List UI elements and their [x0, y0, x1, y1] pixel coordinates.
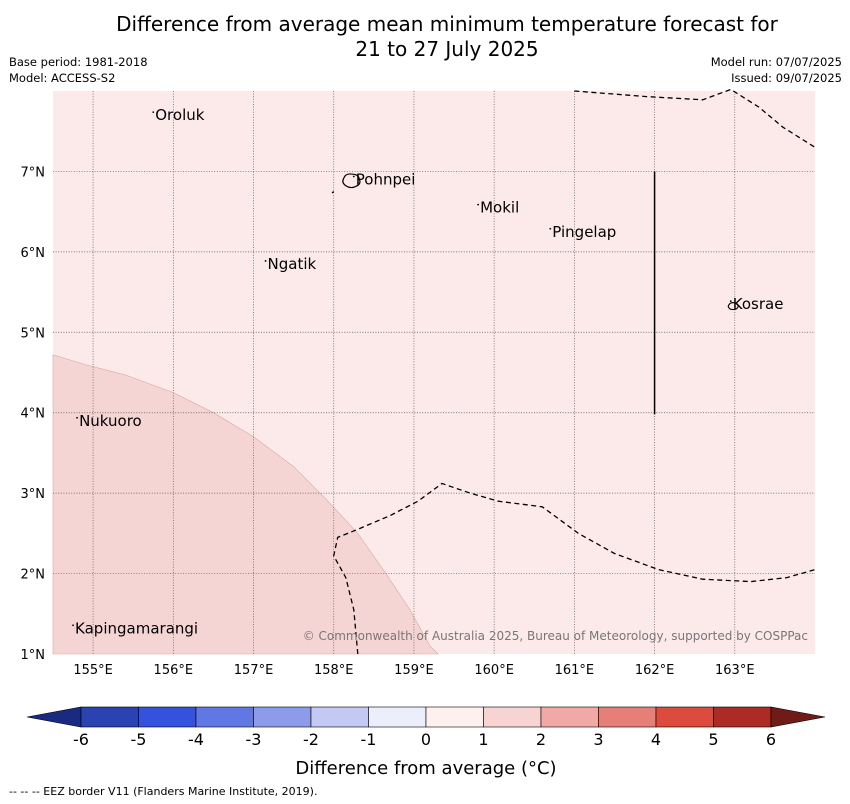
lat-tick-label: 7°N	[21, 165, 46, 180]
colorbar-segment	[138, 706, 197, 728]
colorbar-segment	[253, 706, 312, 728]
copyright-notice: © Commonwealth of Australia 2025, Bureau…	[303, 629, 808, 643]
colorbar-tick-label: 5	[708, 730, 718, 749]
lon-tick-label: 161°E	[555, 663, 595, 678]
colorbar-tick-label: -2	[303, 730, 319, 749]
colorbar-segment	[540, 706, 599, 728]
lat-tick-label: 2°N	[21, 568, 46, 583]
model-name: Model: ACCESS-S2	[9, 71, 116, 85]
colorbar-tick-label: -5	[131, 730, 147, 749]
lon-tick-label: 162°E	[635, 663, 675, 678]
colorbar-segment	[310, 706, 369, 728]
place-marker	[152, 111, 155, 114]
place-label-pohnpei: Pohnpei	[356, 170, 416, 188]
colorbar-extend-low	[26, 706, 82, 728]
place-marker	[549, 227, 552, 230]
colorbar-segment	[195, 706, 254, 728]
eez-border-1	[574, 88, 816, 148]
place-label-kosrae: Kosrae	[733, 295, 784, 313]
lat-tick-label: 1°N	[21, 648, 46, 663]
meta-right: Model run: 07/07/2025 Issued: 09/07/2025	[711, 54, 842, 86]
place-marker	[264, 260, 267, 262]
colorbar-tick-label: -3	[246, 730, 262, 749]
base-period: Base period: 1981-2018	[9, 55, 148, 69]
place-marker	[477, 203, 480, 206]
colorbar-tick-label: -6	[73, 730, 89, 749]
eez-border-3	[331, 191, 335, 194]
colorbar-segment	[80, 706, 139, 728]
map-title: Difference from average mean minimum tem…	[0, 12, 850, 62]
colorbar-segment	[598, 706, 657, 728]
colorbar-tick-label: 2	[536, 730, 546, 749]
place-label-nukuoro: Nukuoro	[79, 412, 142, 430]
colorbar-tick-label: 3	[593, 730, 603, 749]
colorbar-segment	[713, 706, 772, 728]
place-label-oroluk: Oroluk	[155, 106, 204, 124]
title-line-1: Difference from average mean minimum tem…	[116, 12, 778, 36]
lon-tick-label: 157°E	[234, 663, 274, 678]
place-label-kapingamarangi: Kapingamarangi	[75, 619, 198, 637]
place-label-mokil: Mokil	[480, 199, 519, 217]
place-label-pingelap: Pingelap	[552, 223, 616, 241]
meta-left: Base period: 1981-2018 Model: ACCESS-S2	[9, 54, 148, 86]
place-marker	[352, 175, 355, 178]
issued-date: Issued: 09/07/2025	[731, 71, 842, 85]
colorbar-extend-high	[770, 706, 826, 728]
title-line-2: 21 to 27 July 2025	[355, 37, 539, 61]
lat-tick-label: 3°N	[21, 487, 46, 502]
pohnpei-island-outline	[342, 173, 361, 189]
model-run: Model run: 07/07/2025	[710, 55, 842, 69]
colorbar-tick-label: -1	[361, 730, 377, 749]
place-marker	[729, 300, 732, 303]
colorbar-tick-label: 1	[478, 730, 488, 749]
lat-tick-label: 4°N	[21, 407, 46, 422]
colorbar-tick-label: 6	[766, 730, 776, 749]
lon-tick-label: 159°E	[394, 663, 434, 678]
lon-tick-label: 155°E	[73, 663, 113, 678]
lon-tick-label: 163°E	[715, 663, 755, 678]
eez-border-2	[333, 482, 816, 655]
colorbar-segment	[425, 706, 484, 728]
kosrae-island-outline	[727, 301, 739, 311]
lat-tick-label: 5°N	[21, 326, 46, 341]
place-marker	[76, 416, 78, 419]
lat-tick-label: 6°N	[21, 246, 46, 261]
colorbar-tick-label: 4	[651, 730, 661, 749]
eez-footnote: -- -- -- EEZ border V11 (Flanders Marine…	[9, 785, 318, 798]
lon-tick-label: 160°E	[474, 663, 514, 678]
lon-tick-label: 156°E	[154, 663, 194, 678]
colorbar-segment	[368, 706, 427, 728]
colorbar-segment	[483, 706, 542, 728]
place-label-ngatik: Ngatik	[268, 255, 317, 273]
colorbar-segment	[655, 706, 714, 728]
colorbar-tick-label: -4	[188, 730, 204, 749]
place-marker	[72, 624, 74, 627]
colorbar-tick-label: 0	[421, 730, 431, 749]
colorbar-label: Difference from average (°C)	[295, 758, 556, 779]
lon-tick-label: 158°E	[314, 663, 354, 678]
anomaly-zone-1-to-2	[52, 354, 439, 655]
